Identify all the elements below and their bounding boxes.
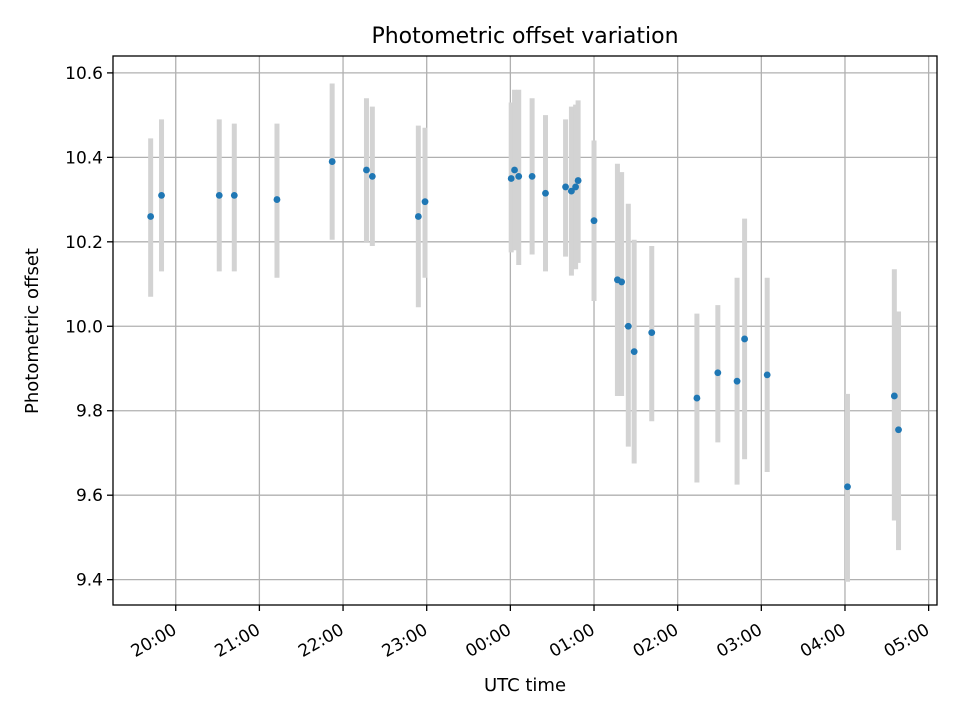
data-point xyxy=(562,183,569,191)
x-tick-label: 04:00 xyxy=(797,620,849,662)
data-point xyxy=(568,187,575,195)
data-point xyxy=(511,166,518,174)
data-point xyxy=(590,217,598,225)
x-tick-label: 21:00 xyxy=(211,620,263,662)
data-point xyxy=(147,213,155,220)
data-point xyxy=(693,394,701,402)
y-axis-ticks: 9.4 9.6 9.8 10.0 10.2 10.4 10.6 xyxy=(65,64,113,591)
data-point xyxy=(414,213,422,220)
x-tick-label: 03:00 xyxy=(713,620,765,662)
data-point xyxy=(421,198,429,206)
y-tick-label: 9.8 xyxy=(76,402,103,422)
x-tick-label: 20:00 xyxy=(128,620,180,662)
x-tick-label: 01:00 xyxy=(546,620,598,662)
data-point xyxy=(763,371,771,379)
y-tick-label: 10.4 xyxy=(65,148,103,168)
data-point xyxy=(624,322,632,330)
chart-title: Photometric offset variation xyxy=(371,24,678,49)
data-points xyxy=(147,158,902,491)
data-point xyxy=(648,329,656,337)
y-tick-label: 9.4 xyxy=(76,571,103,591)
data-point xyxy=(273,196,281,203)
data-point xyxy=(515,172,523,180)
y-axis-label: Photometric offset xyxy=(22,248,43,414)
data-point xyxy=(230,191,238,199)
data-point xyxy=(618,278,626,286)
x-tick-label: 23:00 xyxy=(379,620,431,662)
plot-frame xyxy=(112,55,938,606)
y-tick-label: 10.6 xyxy=(65,64,103,84)
data-point xyxy=(158,191,165,199)
y-tick-label: 10.2 xyxy=(65,233,103,253)
data-point xyxy=(363,166,370,174)
data-point xyxy=(630,348,638,356)
data-point xyxy=(574,177,582,184)
data-point xyxy=(542,189,549,197)
data-point xyxy=(528,172,536,180)
data-point xyxy=(741,335,748,343)
data-point xyxy=(368,172,376,180)
data-point xyxy=(733,377,741,385)
x-tick-label: 22:00 xyxy=(295,620,347,662)
x-axis-ticks: 20:00 21:00 22:00 23:00 00:00 01:00 02:00 03:00… xyxy=(128,605,933,662)
y-tick-label: 9.6 xyxy=(76,486,103,506)
data-point xyxy=(844,483,851,491)
data-point xyxy=(572,183,580,191)
data-point xyxy=(890,392,898,400)
data-point xyxy=(714,369,722,377)
data-point xyxy=(895,426,902,434)
data-point xyxy=(215,191,223,199)
x-tick-label: 00:00 xyxy=(462,620,514,662)
x-axis-label: UTC time xyxy=(484,675,566,696)
data-point xyxy=(507,175,515,182)
x-tick-label: 02:00 xyxy=(630,620,682,662)
error-bars xyxy=(148,83,902,582)
x-tick-label: 05:00 xyxy=(881,620,933,662)
y-tick-label: 10.0 xyxy=(65,317,103,337)
data-point xyxy=(328,158,336,165)
